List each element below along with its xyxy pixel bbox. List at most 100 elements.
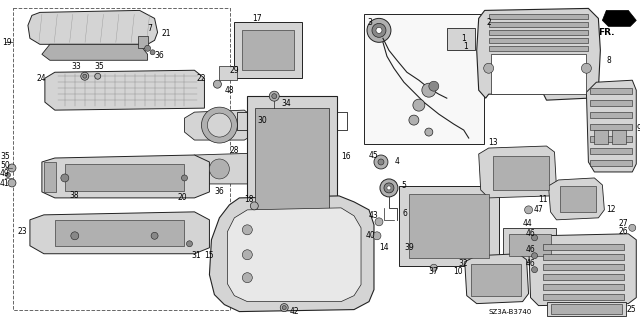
- Circle shape: [425, 128, 433, 136]
- Circle shape: [8, 164, 16, 172]
- Text: 10: 10: [452, 267, 462, 276]
- Circle shape: [83, 74, 87, 78]
- Bar: [493, 156, 548, 190]
- Circle shape: [272, 94, 276, 99]
- Text: 5: 5: [401, 182, 406, 190]
- Text: 17: 17: [252, 14, 262, 23]
- Polygon shape: [586, 80, 636, 172]
- Text: 4: 4: [395, 158, 400, 167]
- Circle shape: [145, 45, 150, 51]
- Text: 21: 21: [161, 29, 171, 38]
- Bar: [550, 304, 622, 314]
- Text: 50: 50: [0, 161, 10, 170]
- Bar: [44, 162, 56, 192]
- Bar: [543, 244, 624, 250]
- Polygon shape: [529, 234, 636, 306]
- Bar: [590, 112, 632, 118]
- Circle shape: [380, 179, 398, 197]
- Bar: [243, 30, 294, 70]
- Circle shape: [378, 159, 384, 165]
- Circle shape: [250, 202, 259, 210]
- Bar: [399, 186, 499, 266]
- Text: 37: 37: [429, 267, 438, 276]
- Circle shape: [384, 183, 394, 193]
- Bar: [543, 254, 624, 260]
- Polygon shape: [182, 153, 271, 184]
- Circle shape: [374, 155, 388, 169]
- Text: 30: 30: [257, 115, 267, 125]
- Bar: [543, 293, 624, 300]
- Polygon shape: [548, 178, 604, 220]
- Polygon shape: [479, 146, 557, 198]
- Bar: [489, 22, 588, 27]
- Circle shape: [81, 72, 89, 80]
- Polygon shape: [30, 212, 209, 254]
- Circle shape: [367, 19, 391, 42]
- Text: 46: 46: [525, 245, 535, 254]
- Text: 19: 19: [2, 38, 12, 47]
- Bar: [612, 130, 627, 144]
- Bar: [364, 14, 484, 144]
- Circle shape: [422, 83, 436, 97]
- Circle shape: [430, 264, 437, 271]
- Text: 15: 15: [204, 251, 214, 260]
- Text: 13: 13: [489, 137, 499, 146]
- Polygon shape: [45, 70, 204, 110]
- Bar: [247, 96, 337, 244]
- Bar: [138, 36, 148, 48]
- Bar: [491, 54, 586, 94]
- Text: 18: 18: [244, 196, 254, 204]
- Text: 32: 32: [459, 259, 468, 268]
- Text: 44: 44: [523, 219, 532, 228]
- Text: 31: 31: [191, 251, 201, 260]
- Text: 35: 35: [0, 152, 10, 160]
- Circle shape: [429, 81, 439, 91]
- Bar: [489, 46, 588, 51]
- Circle shape: [409, 115, 419, 125]
- Text: 40: 40: [366, 231, 376, 240]
- Circle shape: [525, 206, 532, 214]
- Text: 45: 45: [369, 151, 379, 160]
- Text: 39: 39: [405, 243, 415, 252]
- Circle shape: [376, 27, 382, 33]
- Text: 47: 47: [534, 205, 543, 214]
- Text: 33: 33: [72, 62, 81, 71]
- Text: 28: 28: [229, 145, 239, 154]
- Polygon shape: [227, 208, 361, 301]
- Text: 22: 22: [196, 74, 206, 83]
- Text: 29: 29: [229, 66, 239, 75]
- Circle shape: [95, 73, 100, 79]
- Polygon shape: [184, 110, 254, 140]
- Circle shape: [282, 306, 286, 310]
- Circle shape: [151, 232, 158, 239]
- Polygon shape: [28, 11, 157, 44]
- Circle shape: [532, 267, 538, 273]
- Bar: [590, 100, 632, 106]
- Circle shape: [243, 250, 252, 260]
- Text: 43: 43: [369, 211, 379, 220]
- Circle shape: [202, 107, 237, 143]
- Bar: [543, 284, 624, 290]
- Bar: [543, 274, 624, 280]
- Bar: [595, 130, 609, 144]
- Text: 26: 26: [618, 227, 628, 236]
- Circle shape: [6, 173, 10, 177]
- Text: 6: 6: [403, 209, 408, 218]
- Bar: [590, 88, 632, 94]
- Circle shape: [628, 224, 636, 231]
- Circle shape: [61, 174, 69, 182]
- Circle shape: [213, 80, 221, 88]
- Bar: [561, 186, 596, 212]
- Circle shape: [71, 232, 79, 240]
- Circle shape: [186, 241, 193, 247]
- Text: SZ3A-B3740: SZ3A-B3740: [489, 308, 532, 315]
- Bar: [590, 136, 632, 142]
- Circle shape: [243, 225, 252, 235]
- Bar: [590, 148, 632, 154]
- Text: 2: 2: [486, 18, 492, 27]
- Bar: [543, 264, 624, 270]
- Bar: [489, 30, 588, 35]
- Circle shape: [387, 186, 391, 190]
- Bar: [502, 228, 557, 262]
- Circle shape: [269, 91, 279, 101]
